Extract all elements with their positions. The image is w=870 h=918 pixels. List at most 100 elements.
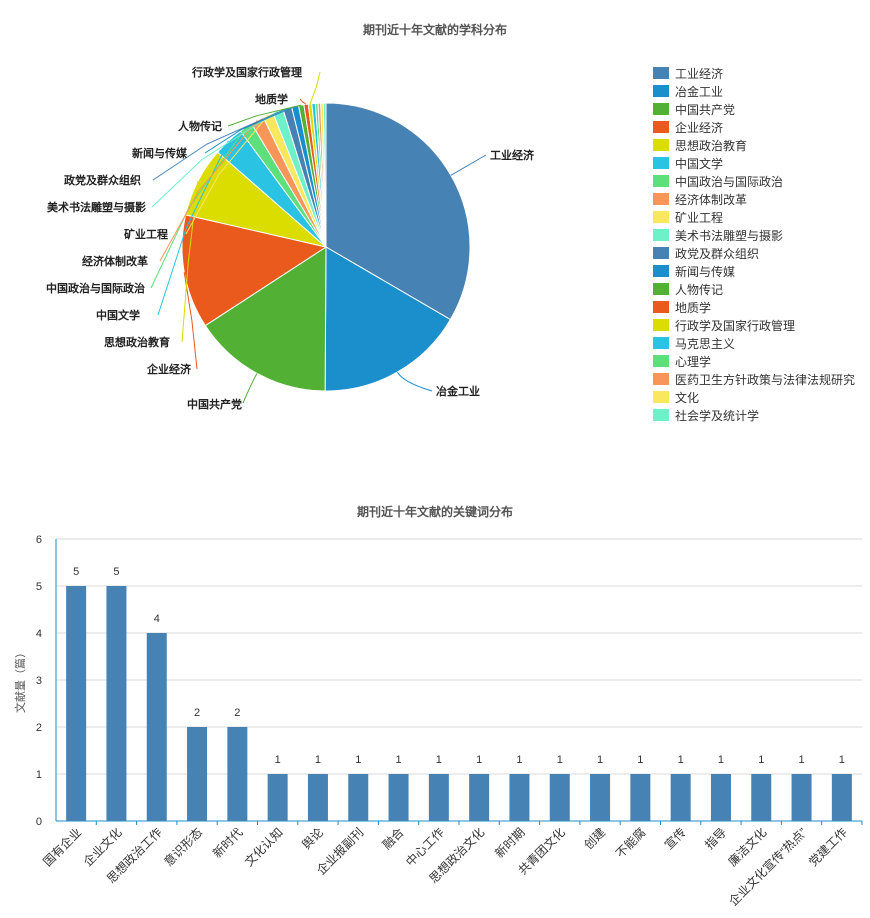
data-label: 1 [758, 754, 764, 766]
bar-chart: 0123456文献量（篇）5国有企业5企业文化4思想政治工作2意识形态2新时代1… [13, 534, 863, 909]
legend-label: 地质学 [675, 300, 712, 315]
slice-label: 美术书法雕塑与摄影 [47, 200, 146, 214]
slice-label: 思想政治教育 [104, 335, 170, 349]
legend-swatch [653, 139, 669, 151]
data-label: 1 [678, 754, 684, 766]
legend-label: 马克思主义 [675, 336, 736, 351]
legend-item[interactable]: 企业经济 [653, 118, 855, 136]
bar [831, 774, 852, 821]
bar [146, 633, 167, 821]
bar [630, 774, 651, 821]
legend-swatch [653, 193, 669, 205]
legend-label: 中国政治与国际政治 [675, 174, 784, 189]
legend-label: 工业经济 [675, 66, 724, 81]
legend-item[interactable]: 文化 [653, 388, 855, 406]
data-label: 1 [516, 754, 522, 766]
legend-item[interactable]: 马克思主义 [653, 334, 855, 352]
legend-item[interactable]: 冶金工业 [653, 82, 855, 100]
x-tick-label: 创建 [581, 825, 608, 852]
y-tick-label: 3 [36, 675, 42, 687]
x-tick-label: 意识形态 [161, 825, 206, 870]
legend-label: 新闻与传媒 [675, 264, 736, 279]
leader-line [181, 181, 199, 343]
legend-swatch [653, 175, 669, 187]
legend-swatch [653, 319, 669, 331]
bar-chart-panel: 期刊近十年文献的关键词分布 0 1 2 3 4 5 6 文献量（篇） 5 国有企业 5 企业文化 4 思想… [0, 490, 870, 918]
x-tick-label: 党建工作 [805, 825, 850, 870]
x-tick-label: 不能腐 [612, 825, 648, 861]
leader-line [152, 107, 288, 181]
legend-item[interactable]: 心理学 [653, 352, 855, 370]
slice-label: 中国共产党 [187, 397, 242, 411]
legend-item[interactable]: 地质学 [653, 298, 855, 316]
leader-line [151, 110, 279, 208]
legend-item[interactable]: 思想政治教育 [653, 136, 855, 154]
bar [670, 774, 691, 821]
legend-item[interactable]: 社会学及统计学 [653, 406, 855, 424]
pie-chart-title: 期刊近十年文献的学科分布 [362, 23, 507, 37]
data-label: 1 [718, 754, 724, 766]
legend-swatch [653, 67, 669, 79]
y-tick-label: 2 [36, 722, 42, 734]
legend-label: 冶金工业 [675, 84, 724, 99]
legend-item[interactable]: 矿业工程 [653, 208, 855, 226]
bar [549, 774, 570, 821]
legend-label: 企业经济 [675, 120, 724, 135]
legend-item[interactable]: 美术书法雕塑与摄影 [653, 226, 855, 244]
pie-chart-panel: 期刊近十年文献的学科分布 工业经济 冶金工业 中国共产党 企业经济 思想政治教育 中国文学… [0, 0, 870, 450]
bar [307, 774, 328, 821]
legend-item[interactable]: 经济体制改革 [653, 190, 855, 208]
legend-item[interactable]: 政党及群众组织 [653, 244, 855, 262]
pie-legend: 工业经济冶金工业 中国共产党企业经济思想政治教育 中国文学中国政治与国际政治 经济体制… [653, 64, 855, 424]
bar [469, 774, 490, 821]
slice-label: 经济体制改革 [82, 254, 148, 268]
data-label: 1 [476, 754, 482, 766]
legend-label: 美术书法雕塑与摄影 [675, 228, 784, 243]
legend-swatch [653, 157, 669, 169]
data-label: 5 [113, 566, 119, 578]
y-tick-label: 0 [36, 816, 42, 828]
data-label: 2 [234, 707, 240, 719]
x-tick-label: 指导 [701, 825, 729, 853]
slice-label: 中国政治与国际政治 [46, 281, 145, 295]
legend-label: 医药卫生方针政策与法律法规研究 [675, 372, 856, 387]
bar [751, 774, 772, 821]
bar [590, 774, 611, 821]
bar [348, 774, 369, 821]
legend-item[interactable]: 中国文学 [653, 154, 855, 172]
legend-item[interactable]: 医药卫生方针政策与法律法规研究 [653, 370, 855, 388]
legend-item[interactable]: 人物传记 [653, 280, 855, 298]
bar [106, 586, 127, 821]
legend-item[interactable]: 中国共产党 [653, 100, 855, 118]
y-axis-label: 文献量（篇） [13, 647, 27, 713]
legend-label: 思想政治教育 [675, 138, 748, 153]
legend-swatch [653, 103, 669, 115]
data-label: 1 [597, 754, 603, 766]
bar [791, 774, 812, 821]
legend-item[interactable]: 新闻与传媒 [653, 262, 855, 280]
legend-item[interactable]: 工业经济 [653, 64, 855, 82]
bar [66, 586, 87, 821]
bar-chart-title: 期刊近十年文献的关键词分布 [356, 505, 513, 519]
legend-swatch [653, 283, 669, 295]
x-tick-label: 新时代 [209, 825, 245, 861]
bar [187, 727, 208, 821]
legend-label: 人物传记 [675, 282, 724, 297]
x-tick-label: 宣传 [661, 825, 689, 853]
bar [388, 774, 409, 821]
leader-line [242, 373, 258, 404]
legend-item[interactable]: 中国政治与国际政治 [653, 172, 855, 190]
legend-swatch [653, 211, 669, 223]
slice-label: 企业经济 [146, 362, 192, 376]
legend-label: 行政学及国家行政管理 [675, 318, 796, 333]
slice-label: 工业经济 [490, 148, 535, 162]
legend-item[interactable]: 行政学及国家行政管理 [653, 316, 855, 334]
legend-label: 中国文学 [675, 156, 724, 171]
data-label: 1 [436, 754, 442, 766]
slice-label: 行政学及国家行政管理 [191, 65, 302, 79]
leader-line [204, 105, 296, 154]
legend-swatch [653, 355, 669, 367]
x-tick-label: 新时期 [491, 825, 527, 861]
bar [710, 774, 731, 821]
